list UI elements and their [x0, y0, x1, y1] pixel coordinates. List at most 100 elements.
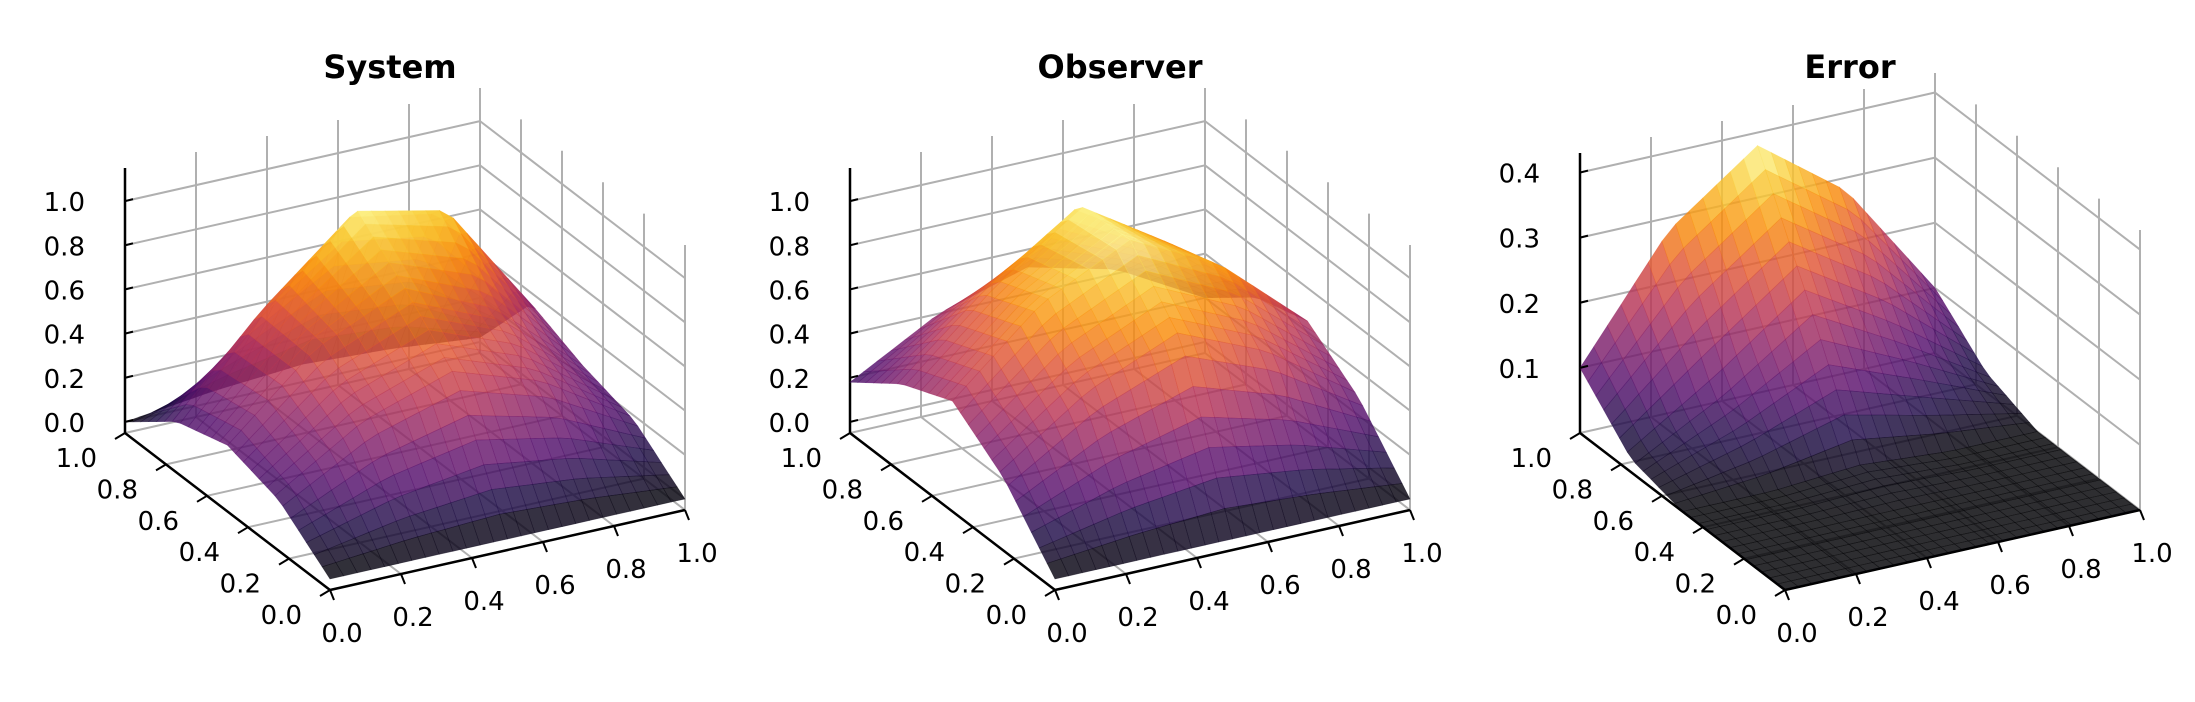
- x-tick-mark: [329, 589, 335, 601]
- z-tick-mark: [1579, 364, 1589, 369]
- x-tick-label: 0.2: [392, 603, 433, 633]
- y-tick-label: 0.6: [1593, 507, 1634, 537]
- x-tick-mark: [2068, 525, 2074, 537]
- x-tick-mark: [471, 557, 477, 569]
- axes: [123, 168, 686, 592]
- y-tick-mark: [319, 589, 331, 597]
- panel-title: Error: [1804, 48, 1895, 86]
- z-tick-mark: [849, 418, 859, 423]
- y-tick-mark: [1569, 432, 1581, 440]
- z-tick-label: 0.6: [769, 276, 810, 306]
- tick-labels: 0.00.20.40.60.81.00.00.20.40.60.81.00.00…: [44, 188, 718, 649]
- panel-title: System: [323, 48, 456, 86]
- z-tick-label: 0.6: [44, 276, 85, 306]
- z-tick-label: 0.8: [44, 232, 85, 262]
- y-tick-mark: [278, 557, 290, 566]
- y-tick-label: 0.2: [945, 570, 986, 600]
- x-tick-label: 0.6: [1989, 571, 2030, 601]
- panel-3: Error0.00.20.40.60.81.00.00.20.40.60.81.…: [1499, 48, 2173, 649]
- x-tick-label: 0.8: [2060, 555, 2101, 585]
- y-tick-label: 1.0: [1511, 444, 1552, 474]
- y-tick-label: 1.0: [56, 444, 97, 474]
- x-tick-mark: [1338, 525, 1344, 537]
- x-tick-label: 0.6: [534, 571, 575, 601]
- y-tick-label: 0.0: [1716, 601, 1757, 631]
- z-tick-label: 1.0: [769, 188, 810, 218]
- z-tick-label: 0.1: [1499, 355, 1540, 385]
- y-tick-label: 0.8: [822, 475, 863, 505]
- z-tick-label: 0.8: [769, 232, 810, 262]
- x-axis-line: [1054, 508, 1411, 592]
- x-tick-label: 0.8: [1330, 555, 1371, 585]
- panel-1: System0.00.20.40.60.81.00.00.20.40.60.81…: [44, 48, 718, 649]
- z-tick-mark: [1579, 299, 1589, 304]
- y-tick-mark: [1733, 557, 1745, 566]
- x-tick-mark: [1926, 557, 1932, 569]
- x-tick-label: 0.0: [1776, 619, 1817, 649]
- y-tick-label: 0.4: [179, 538, 220, 568]
- tick-labels: 0.00.20.40.60.81.00.00.20.40.60.81.00.10…: [1499, 160, 2173, 649]
- x-tick-label: 0.4: [463, 587, 504, 617]
- x-tick-mark: [684, 509, 690, 521]
- y-tick-mark: [1774, 589, 1786, 597]
- y-tick-mark: [1044, 589, 1056, 597]
- x-tick-mark: [1409, 509, 1415, 521]
- z-tick-label: 0.2: [769, 365, 810, 395]
- panel-2: Observer0.00.20.40.60.81.00.00.20.40.60.…: [769, 48, 1443, 649]
- x-tick-label: 0.6: [1259, 571, 1300, 601]
- x-tick-label: 0.4: [1188, 587, 1229, 617]
- x-tick-label: 0.0: [1046, 619, 1087, 649]
- x-tick-label: 1.0: [676, 539, 717, 569]
- x-tick-label: 1.0: [2131, 539, 2172, 569]
- y-tick-mark: [237, 526, 249, 535]
- z-tick-mark: [124, 330, 134, 335]
- y-axis-line: [124, 432, 331, 591]
- y-tick-mark: [1692, 526, 1704, 535]
- tick-labels: 0.00.20.40.60.81.00.00.20.40.60.81.00.00…: [769, 188, 1443, 649]
- x-tick-label: 1.0: [1401, 539, 1442, 569]
- x-tick-mark: [1997, 541, 2003, 553]
- axes: [848, 168, 1411, 592]
- surface: [849, 207, 1411, 580]
- y-tick-label: 1.0: [781, 444, 822, 474]
- y-tick-label: 0.0: [261, 601, 302, 631]
- y-tick-mark: [1610, 463, 1622, 472]
- y-tick-mark: [880, 463, 892, 472]
- surface: [124, 209, 686, 580]
- y-tick-mark: [1003, 557, 1015, 566]
- y-tick-label: 0.2: [1675, 570, 1716, 600]
- y-tick-label: 0.4: [904, 538, 945, 568]
- x-tick-label: 0.2: [1847, 603, 1888, 633]
- y-tick-mark: [1651, 494, 1663, 503]
- z-tick-mark: [124, 242, 134, 247]
- z-tick-mark: [849, 286, 859, 291]
- z-tick-label: 0.2: [1499, 290, 1540, 320]
- x-tick-mark: [1125, 573, 1131, 585]
- y-tick-label: 0.8: [97, 475, 138, 505]
- surface-cell: [663, 486, 686, 503]
- surface-cell: [1388, 483, 1411, 503]
- z-tick-mark: [124, 374, 134, 379]
- panel-title: Observer: [1038, 48, 1203, 86]
- x-tick-label: 0.8: [605, 555, 646, 585]
- x-tick-mark: [1267, 541, 1273, 553]
- z-tick-mark: [849, 374, 859, 379]
- z-tick-label: 0.0: [44, 409, 85, 439]
- y-tick-label: 0.8: [1552, 475, 1593, 505]
- x-tick-label: 0.0: [321, 619, 362, 649]
- z-tick-label: 0.0: [769, 409, 810, 439]
- y-tick-mark: [155, 463, 167, 472]
- z-tick-mark: [124, 286, 134, 291]
- y-tick-label: 0.2: [220, 570, 261, 600]
- z-tick-label: 0.4: [1499, 160, 1540, 190]
- z-tick-mark: [1579, 169, 1589, 174]
- x-axis-line: [329, 508, 686, 592]
- y-axis-line: [849, 432, 1056, 591]
- surface-cell: [2117, 503, 2141, 514]
- y-tick-mark: [839, 432, 851, 440]
- x-tick-mark: [613, 525, 619, 537]
- y-tick-mark: [962, 526, 974, 535]
- z-tick-label: 0.3: [1499, 225, 1540, 255]
- z-tick-label: 1.0: [44, 188, 85, 218]
